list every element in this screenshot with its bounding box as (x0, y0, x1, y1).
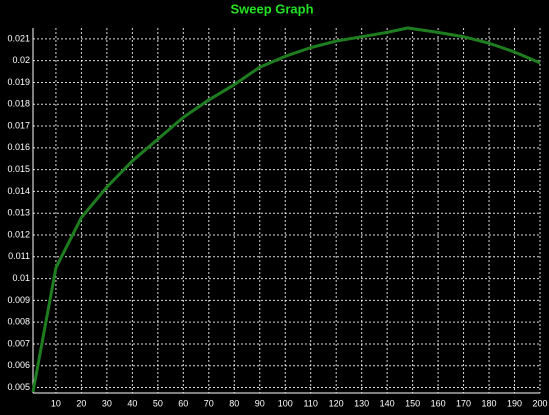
x-tick-label: 50 (153, 398, 163, 408)
x-tick-label: 80 (229, 398, 239, 408)
x-tick-label: 120 (329, 398, 344, 408)
x-tick-label: 190 (507, 398, 522, 408)
x-tick-label: 160 (431, 398, 446, 408)
x-tick-label: 140 (380, 398, 395, 408)
y-tick-label: 0.016 (7, 142, 30, 152)
y-tick-label: 0.021 (7, 33, 30, 43)
y-tick-label: 0.006 (7, 360, 30, 370)
x-tick-label: 180 (482, 398, 497, 408)
x-tick-label: 70 (204, 398, 214, 408)
y-tick-label: 0.019 (7, 77, 30, 87)
data-line (31, 26, 541, 393)
y-tick-label: 0.02 (12, 55, 30, 65)
y-tick-label: 0.018 (7, 99, 30, 109)
y-tick-label: 0.009 (7, 295, 30, 305)
y-tick-label: 0.015 (7, 164, 30, 174)
y-tick-label: 0.017 (7, 120, 30, 130)
y-tick-label: 0.013 (7, 208, 30, 218)
y-tick-label: 0.011 (8, 251, 30, 261)
y-tick-label: 0.012 (7, 229, 30, 239)
x-tick-label: 20 (76, 398, 86, 408)
x-tick-label: 10 (51, 398, 61, 408)
x-tick-label: 200 (532, 398, 547, 408)
y-tick-label: 0.01 (12, 273, 30, 283)
x-tick-label: 60 (178, 398, 188, 408)
x-tick-label: 150 (405, 398, 420, 408)
chart-title: Sweep Graph (230, 1, 313, 16)
x-tick-label: 90 (255, 398, 265, 408)
y-tick-label: 0.014 (7, 186, 30, 196)
y-tick-label: 0.008 (7, 317, 30, 327)
x-tick-label: 130 (354, 398, 369, 408)
x-tick-label: 30 (102, 398, 112, 408)
x-tick-label: 110 (304, 398, 318, 408)
x-tick-label: 100 (278, 398, 293, 408)
y-tick-label: 0.005 (7, 382, 30, 392)
y-tick-label: 0.007 (7, 338, 30, 348)
x-tick-label: 170 (456, 398, 471, 408)
x-tick-label: 40 (127, 398, 137, 408)
